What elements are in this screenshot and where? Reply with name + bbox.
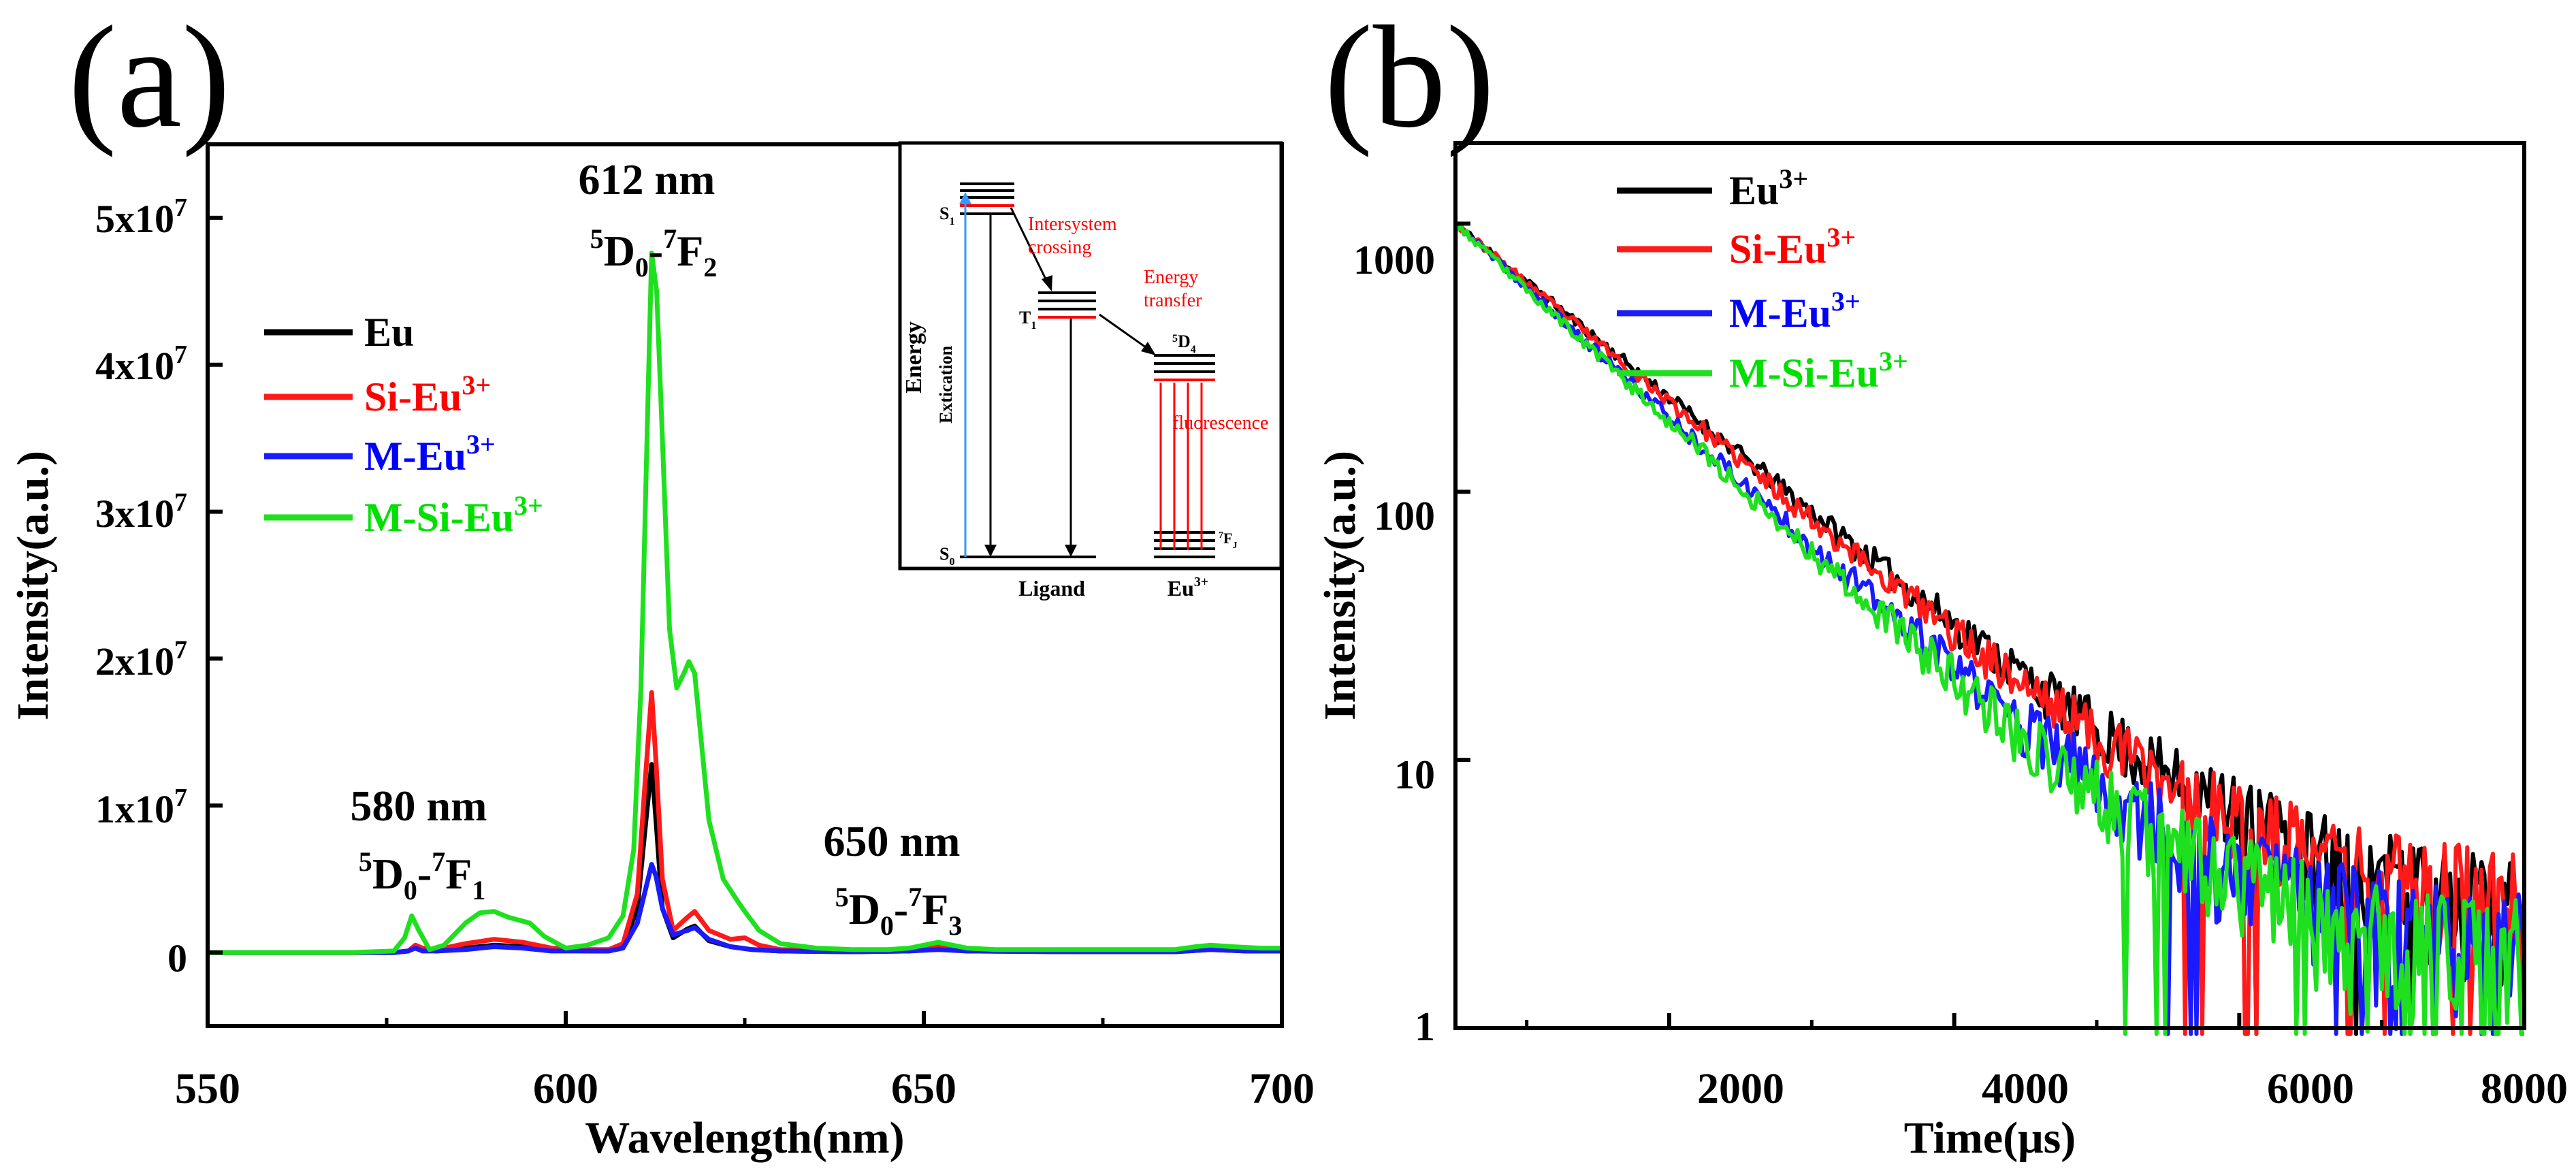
series-b-m-si-eu	[1453, 221, 2524, 1036]
inset-s0-label: S0	[939, 544, 954, 568]
a-ytick-label: 5x107	[95, 193, 187, 241]
panel-a-label: (a)	[68, 0, 231, 158]
b-ytick-label: 100	[1374, 494, 1435, 539]
panel-b-series	[1453, 221, 2526, 1036]
a-xtick-label: 550	[175, 1064, 240, 1112]
legend-b-label-m-eu: M-Eu3+	[1729, 286, 1861, 336]
panel-b: (b) 2000 4000 6000 8000 1 10 100 1000 Ti…	[1315, 0, 2568, 1163]
series-a-m-si-eu	[208, 251, 1282, 955]
a-xtick-label: 650	[891, 1064, 956, 1112]
inset-s1-label: S1	[939, 204, 954, 227]
b-ytick-label: 1000	[1353, 238, 1435, 283]
legend-a-label-m-si-eu: M-Si-Eu3+	[364, 490, 543, 540]
inset-eu-label: Eu3+	[1168, 575, 1209, 600]
panel-b-legend: Eu3+ Si-Eu3+ M-Eu3+ M-Si-Eu3+	[1617, 163, 1908, 396]
panel-a: (a) 550 600 650 700 0 1x107 2x107 3x107 …	[8, 0, 1315, 1163]
annotation-580-transition: 5D0-7F1	[359, 846, 486, 905]
inset-extication-label: Extication	[936, 345, 956, 423]
annotation-580-wavelength: 580 nm	[351, 782, 487, 830]
panel-a-series	[208, 251, 1282, 955]
legend-a-label-si-eu: Si-Eu3+	[364, 370, 491, 419]
annotation-612-transition: 5D0-7F2	[590, 223, 718, 283]
legend-a-label-eu: Eu	[364, 310, 414, 355]
inset-energy-diagram: Energy Extication S1 T1	[898, 141, 1283, 600]
inset-intersystem-line1: Intersystem	[1028, 214, 1117, 235]
legend-b-label-m-si-eu: M-Si-Eu3+	[1729, 346, 1908, 396]
b-xtick-label: 6000	[2267, 1064, 2354, 1112]
a-ytick-label: 2x107	[95, 636, 187, 684]
inset-fluorescence-label: fluorescence	[1172, 413, 1268, 434]
a-xtick-label: 700	[1249, 1064, 1315, 1112]
a-y-axis-label: Intensity(a.u.)	[8, 451, 58, 720]
inset-7f-levels	[1154, 531, 1215, 558]
panel-a-legend: Eu Si-Eu3+ M-Eu3+ M-Si-Eu3+	[264, 310, 543, 540]
b-xtick-label: 4000	[1982, 1064, 2069, 1112]
annotation-612-wavelength: 612 nm	[579, 155, 715, 204]
a-xtick-label: 600	[533, 1064, 598, 1112]
legend-a-label-m-eu: M-Eu3+	[364, 429, 496, 479]
a-ytick-label: 4x107	[95, 340, 187, 388]
annotation-650-wavelength: 650 nm	[824, 817, 961, 865]
a-ytick-label: 0	[167, 936, 187, 980]
inset-ligand-label: Ligand	[1018, 576, 1085, 600]
series-b-eu	[1453, 221, 2526, 1036]
inset-t1-levels	[1038, 291, 1096, 319]
panel-b-plot-frame	[1453, 141, 2526, 1030]
inset-s1-levels	[960, 182, 1014, 215]
inset-energy-transfer-line2: transfer	[1144, 290, 1202, 311]
inset-5d-label: 5D4	[1172, 332, 1196, 355]
annotation-650-transition: 5D0-7F3	[835, 882, 963, 941]
legend-b-label-si-eu: Si-Eu3+	[1729, 222, 1856, 272]
inset-energy-transfer-line1: Energy	[1144, 267, 1198, 288]
inset-intersystem-line2: crossing	[1028, 237, 1091, 258]
a-x-axis-label: Wavelength(nm)	[585, 1113, 904, 1163]
b-xtick-label: 2000	[1697, 1064, 1784, 1112]
panel-a-ticks	[206, 215, 1284, 1026]
b-y-axis-label: Intensity(a.u.)	[1315, 451, 1365, 720]
a-ytick-label: 3x107	[95, 488, 187, 536]
inset-frame	[898, 141, 1283, 571]
b-x-axis-label: Time(μs)	[1904, 1113, 2076, 1163]
panel-b-ticks	[1455, 221, 2526, 1030]
a-ytick-label: 1x107	[95, 784, 187, 831]
b-xtick-label: 8000	[2481, 1064, 2568, 1112]
inset-arrows	[959, 192, 1203, 557]
series-b-m-eu	[1453, 221, 2526, 1036]
inset-t1-label: T1	[1019, 308, 1036, 332]
inset-energy-label: Energy	[901, 321, 927, 394]
legend-b-label-eu: Eu3+	[1729, 163, 1808, 213]
b-ytick-label: 1	[1415, 1004, 1435, 1049]
inset-7f-label: 7FJ	[1219, 530, 1237, 551]
inset-5d-levels	[1154, 354, 1215, 381]
b-ytick-label: 10	[1394, 752, 1435, 797]
panel-b-label: (b)	[1324, 0, 1495, 158]
